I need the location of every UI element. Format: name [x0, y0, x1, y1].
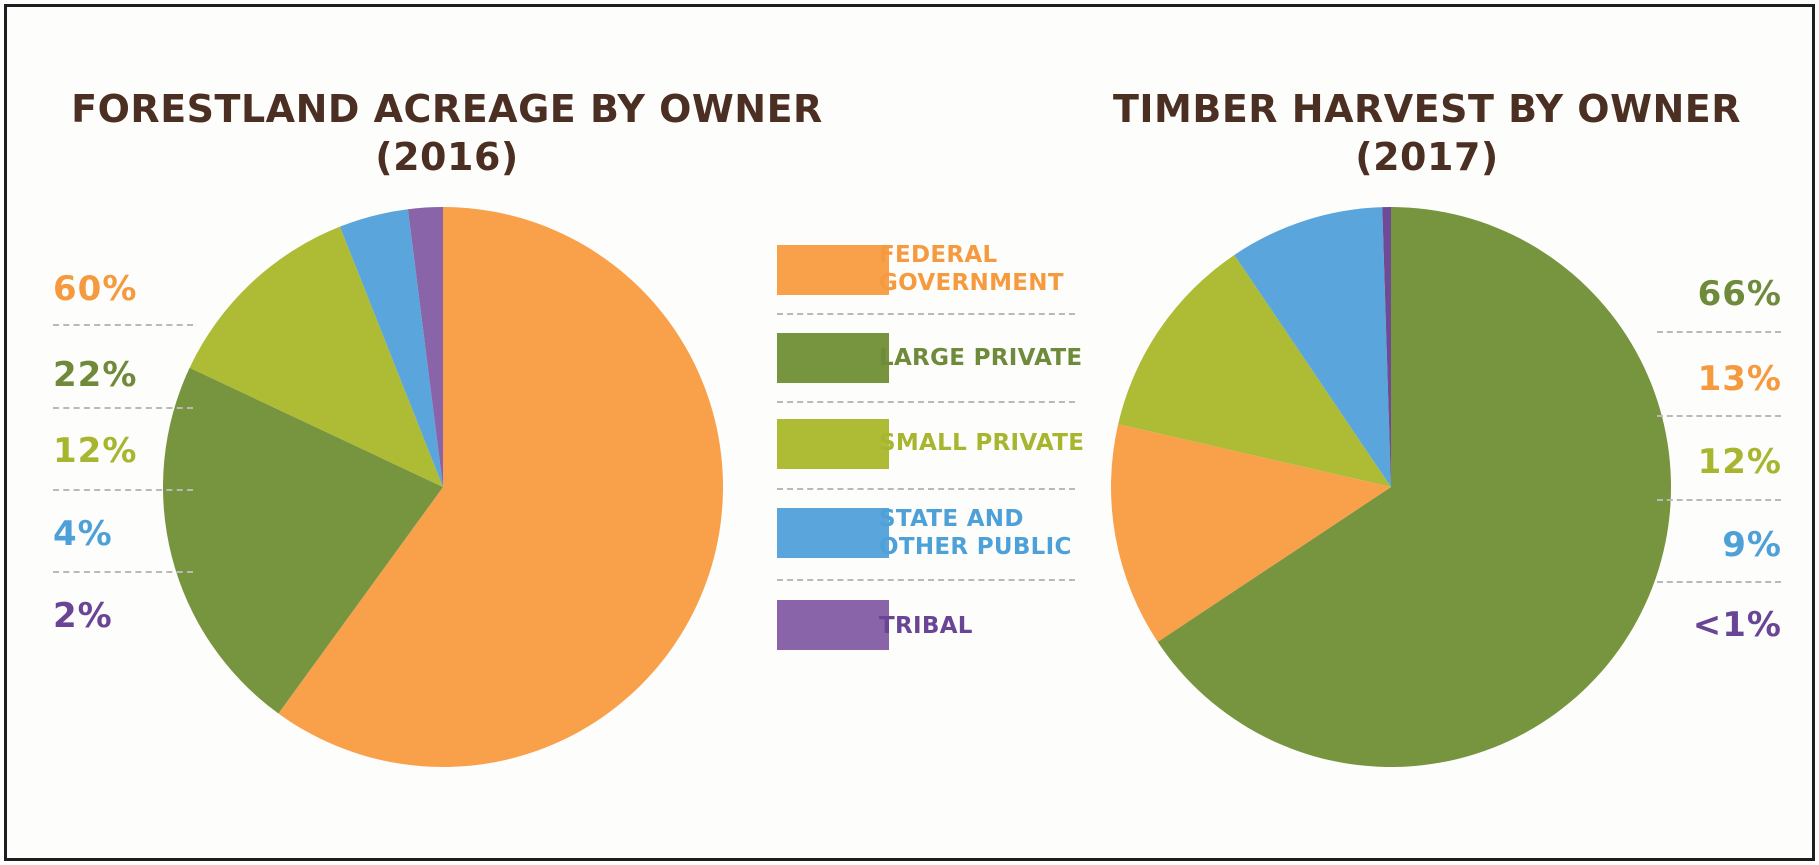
legend-label-state-public: STATE AND OTHER PUBLIC: [879, 505, 1089, 561]
legend-label-state-public-line1: STATE AND: [879, 506, 1024, 532]
divider-dashed: [777, 401, 1075, 403]
legend-label-federal: FEDERAL GOVERNMENT: [879, 241, 1089, 297]
legend-label-state-public-line2: OTHER PUBLIC: [879, 534, 1072, 560]
pie-slice-small-private: [1118, 254, 1391, 487]
pie-chart-timber: [1111, 207, 1671, 767]
chart-title-forestland-line1: FORESTLAND ACREAGE BY OWNER: [71, 87, 823, 131]
legend-swatch-federal: [777, 245, 889, 295]
divider-dashed: [777, 488, 1075, 490]
infographic-frame: FORESTLAND ACREAGE BY OWNER (2016) TIMBE…: [4, 4, 1815, 861]
divider-dashed: [777, 313, 1075, 315]
legend-swatch-tribal: [777, 600, 889, 650]
divider-dashed: [53, 407, 193, 409]
pct-label-forestland-tribal: 2%: [53, 596, 113, 636]
chart-title-forestland-line2: (2016): [375, 135, 519, 179]
pie-slice-large-private: [1157, 207, 1671, 767]
pie-chart-forestland: [162, 207, 723, 767]
legend-swatch-small-private: [777, 419, 889, 469]
pct-label-forestland-large-private: 22%: [53, 355, 138, 395]
pct-label-timber-tribal: <1%: [1692, 605, 1782, 645]
legend-swatch-state-public: [777, 508, 889, 558]
chart-title-timber-line1: TIMBER HARVEST BY OWNER: [1112, 87, 1742, 131]
pie-slice-state-and-other-public: [1234, 207, 1391, 488]
pct-label-forestland-state-public: 4%: [53, 514, 113, 554]
divider-dashed: [1657, 415, 1781, 417]
divider-dashed: [1657, 331, 1781, 333]
pie-slice-federal-government: [1111, 424, 1391, 642]
legend-label-tribal: TRIBAL: [879, 613, 973, 639]
legend-label-federal-line1: FEDERAL: [879, 242, 998, 268]
legend-label-large-private: LARGE PRIVATE: [879, 345, 1083, 371]
pie-slice-large-private: [162, 367, 443, 714]
pct-label-timber-federal: 13%: [1697, 359, 1782, 399]
pie-slice-small-private: [189, 226, 443, 487]
divider-dashed: [1657, 499, 1781, 501]
divider-dashed: [53, 489, 193, 491]
chart-title-timber: TIMBER HARVEST BY OWNER (2017): [1037, 85, 1817, 181]
chart-title-timber-line2: (2017): [1355, 135, 1499, 179]
divider-dashed: [53, 571, 193, 573]
pct-label-timber-large-private: 66%: [1697, 274, 1782, 314]
legend-swatch-large-private: [777, 333, 889, 383]
pct-label-timber-small-private: 12%: [1697, 442, 1782, 482]
divider-dashed: [53, 324, 193, 326]
legend-label-small-private: SMALL PRIVATE: [879, 430, 1085, 456]
chart-title-forestland: FORESTLAND ACREAGE BY OWNER (2016): [47, 85, 847, 181]
pct-label-forestland-federal: 60%: [53, 269, 138, 309]
legend-label-federal-line2: GOVERNMENT: [879, 270, 1064, 296]
pct-label-timber-state-public: 9%: [1722, 525, 1782, 565]
divider-dashed: [777, 579, 1075, 581]
pie-slice-federal-government: [278, 207, 723, 767]
pie-slice-state-and-other-public: [339, 209, 443, 487]
pie-slice-tribal: [1382, 207, 1391, 487]
divider-dashed: [1657, 581, 1781, 583]
pct-label-forestland-small-private: 12%: [53, 431, 138, 471]
pie-slice-tribal: [407, 207, 443, 487]
